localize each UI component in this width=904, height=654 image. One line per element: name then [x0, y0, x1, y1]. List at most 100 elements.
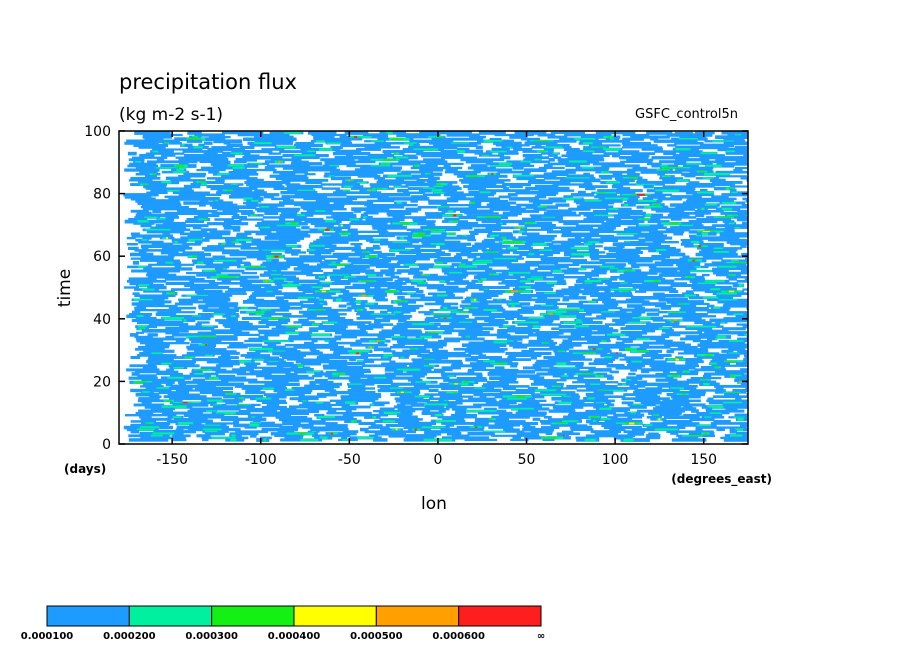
streak-level-2: [568, 160, 587, 164]
streak-level-1: [670, 226, 716, 230]
streak-level-2: [144, 216, 158, 219]
streak-level-1: [443, 337, 485, 341]
streak-level-1: [248, 312, 292, 316]
streak-level-2: [324, 235, 331, 238]
streak-level-2: [447, 375, 455, 377]
streak-level-1: [428, 292, 454, 295]
streak-level-1: [349, 374, 396, 378]
streak-level-1: [650, 267, 697, 271]
streak-level-1: [180, 232, 231, 236]
streak-level-1: [645, 436, 661, 440]
streak-level-1: [616, 257, 666, 261]
streak-level-1: [133, 143, 168, 147]
streak-level-1: [665, 376, 674, 380]
streak-level-2: [731, 191, 738, 194]
streak-level-1: [242, 155, 283, 160]
streak-level-1: [137, 374, 157, 378]
streak-level-1: [685, 362, 699, 366]
streak-level-1: [390, 393, 420, 397]
colorbar-label: 0.000600: [432, 631, 485, 642]
streak-level-1: [543, 172, 569, 176]
streak-level-2: [366, 273, 377, 277]
streak-level-1: [474, 152, 493, 155]
streak-level-1: [577, 378, 601, 382]
streak-level-1: [559, 343, 582, 347]
streak-level-1: [707, 397, 714, 400]
streak-level-1: [597, 329, 619, 333]
streak-level-1: [626, 376, 643, 380]
streak-level-1: [135, 283, 164, 287]
streak-level-1: [268, 275, 296, 279]
streak-level-1: [725, 152, 748, 155]
streak-level-1: [131, 234, 173, 238]
streak-level-3: [145, 422, 150, 425]
streak-level-1: [661, 258, 707, 263]
streak-level-1: [405, 207, 422, 211]
streak-level-1: [697, 356, 738, 359]
streak-level-2: [514, 321, 539, 324]
streak-level-1: [474, 275, 521, 280]
streak-level-1: [441, 267, 493, 271]
streak-core: [325, 228, 330, 231]
streak-level-1: [601, 164, 640, 168]
x-tick-label: 50: [518, 452, 536, 468]
streak-level-1: [674, 131, 693, 135]
streak-level-1: [553, 276, 592, 279]
streak-level-1: [224, 325, 270, 329]
streak-level-1: [479, 189, 530, 193]
streak-level-2: [322, 321, 338, 324]
y-axis-units: (days): [64, 462, 106, 476]
streak-level-1: [255, 232, 309, 236]
streak-level-1: [528, 180, 571, 185]
streak-level-2: [223, 267, 226, 271]
streak-level-2: [230, 315, 237, 318]
streak-level-2: [704, 203, 717, 207]
streak-level-1: [651, 414, 680, 417]
streak-level-1: [713, 420, 731, 423]
streak-level-2: [507, 398, 527, 400]
streak-level-1: [575, 323, 583, 326]
streak-level-2: [207, 399, 223, 403]
streak-level-1: [599, 258, 653, 263]
streak-level-1: [288, 335, 312, 339]
streak-level-1: [666, 133, 713, 137]
streak-level-1: [525, 156, 549, 160]
streak-level-2: [458, 265, 478, 269]
streak-level-1: [624, 240, 646, 244]
streak-level-1: [474, 195, 489, 199]
streak-level-1: [657, 173, 666, 176]
streak-level-1: [283, 293, 332, 298]
streak-level-1: [554, 354, 584, 357]
streak-level-1: [266, 361, 294, 366]
streak-level-1: [618, 150, 640, 153]
x-tick-label: 0: [433, 452, 442, 468]
streak-level-1: [397, 277, 410, 281]
streak-level-1: [664, 343, 691, 347]
streak-level-1: [164, 277, 205, 281]
streak-level-1: [723, 438, 748, 442]
streak-level-1: [376, 180, 425, 185]
streak-level-1: [142, 135, 172, 139]
streak-level-1: [245, 364, 258, 368]
streak-level-1: [175, 428, 184, 431]
streak-level-3: [197, 369, 208, 371]
streak-level-1: [584, 335, 621, 339]
streak-level-1: [324, 162, 356, 166]
streak-level-1: [273, 170, 308, 174]
streak-level-1: [476, 374, 483, 378]
streak-level-1: [130, 252, 154, 257]
streak-level-3: [358, 309, 362, 312]
streak-level-2: [176, 168, 185, 172]
streak-level-1: [658, 273, 697, 277]
streak-level-1: [393, 405, 413, 409]
streak-level-1: [221, 353, 231, 358]
streak-level-1: [470, 199, 509, 203]
streak-level-1: [538, 189, 575, 192]
streak-level-1: [545, 302, 583, 306]
streak-level-1: [178, 193, 222, 196]
streak-level-3: [654, 203, 660, 207]
streak-core: [274, 255, 279, 258]
streak-level-1: [229, 195, 261, 199]
streak-level-2: [300, 438, 319, 442]
streak-level-1: [649, 230, 685, 234]
